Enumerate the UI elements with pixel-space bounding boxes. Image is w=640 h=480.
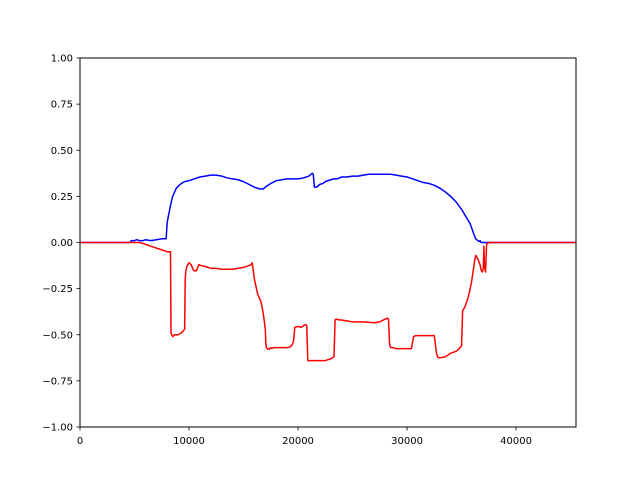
y-tick-label: 0.00: [51, 238, 73, 249]
y-tick-label: 0.75: [51, 100, 73, 111]
x-tick-label: 40000: [500, 436, 532, 447]
y-tick-label: −0.50: [42, 330, 73, 341]
y-axis: −1.00 −0.75 −0.50 −0.25 0.00 0.25 0.50 0.75 1.00: [42, 54, 80, 434]
y-tick-label: −0.75: [42, 376, 73, 387]
series-line-0: [80, 172, 576, 244]
y-tick-label: −0.25: [42, 284, 73, 295]
x-tick-label: 10000: [173, 436, 205, 447]
series-line-1: [80, 241, 576, 362]
series-layer: [80, 172, 576, 362]
x-axis: 0 10000 20000 30000 40000: [77, 427, 532, 447]
x-tick-label: 20000: [282, 436, 314, 447]
y-tick-label: 1.00: [51, 54, 73, 65]
y-tick-label: −1.00: [42, 423, 73, 434]
x-tick-label: 0: [77, 436, 83, 447]
y-tick-label: 0.50: [51, 146, 73, 157]
x-tick-label: 30000: [391, 436, 423, 447]
y-tick-label: 0.25: [51, 192, 73, 203]
